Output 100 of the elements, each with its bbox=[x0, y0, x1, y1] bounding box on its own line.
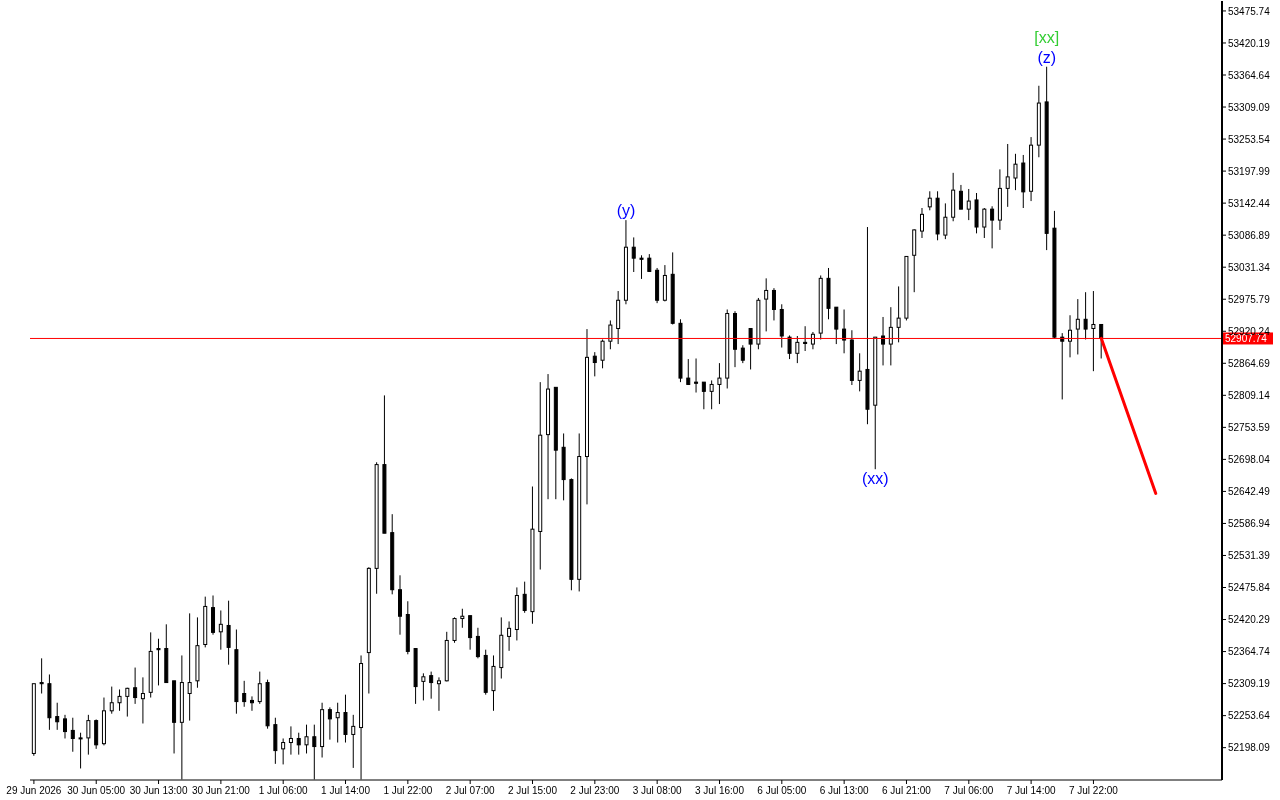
candlestick bbox=[452, 616, 457, 644]
y-tick-label: 52253.64 bbox=[1228, 710, 1271, 722]
candlestick bbox=[468, 615, 473, 651]
candlestick bbox=[86, 714, 91, 756]
y-tick-label: 53031.34 bbox=[1228, 261, 1271, 273]
x-tick-label: 29 Jun 2026 bbox=[6, 785, 62, 796]
candlestick bbox=[475, 627, 480, 659]
candlestick bbox=[803, 325, 808, 352]
y-tick-label: 53364.64 bbox=[1228, 69, 1271, 81]
x-tick-label: 7 Jul 22:00 bbox=[1068, 785, 1119, 796]
candlestick bbox=[608, 319, 613, 350]
candlestick bbox=[421, 672, 426, 701]
candlestick bbox=[717, 362, 722, 405]
x-tick-label: 7 Jul 14:00 bbox=[1006, 785, 1057, 796]
candlestick bbox=[327, 706, 332, 741]
y-tick-label: 53253.54 bbox=[1228, 133, 1271, 145]
candlestick bbox=[1013, 153, 1018, 191]
y-tick-label: 52975.79 bbox=[1228, 293, 1271, 305]
candlestick bbox=[507, 620, 512, 652]
candlestick bbox=[78, 732, 83, 769]
candlestick bbox=[218, 609, 223, 651]
y-tick-label: 52809.14 bbox=[1228, 389, 1271, 401]
candlestick bbox=[156, 638, 161, 686]
y-tick-label: 52864.69 bbox=[1228, 357, 1271, 369]
candlestick bbox=[429, 671, 434, 700]
candlestick bbox=[919, 207, 924, 239]
x-tick-label: 3 Jul 08:00 bbox=[632, 785, 683, 796]
annotation: [xx] bbox=[1034, 28, 1060, 46]
x-tick-label: 3 Jul 16:00 bbox=[695, 785, 745, 796]
candlestick bbox=[335, 702, 340, 744]
y-tick-label: 53309.09 bbox=[1228, 101, 1271, 113]
candlestick bbox=[966, 188, 971, 221]
y-tick-label: 52364.74 bbox=[1228, 646, 1271, 658]
x-tick-label: 30 Jun 21:00 bbox=[191, 785, 251, 796]
y-tick-label: 53197.99 bbox=[1228, 165, 1271, 177]
candlestick bbox=[351, 714, 356, 769]
candlestick bbox=[140, 676, 145, 724]
x-tick-label: 6 Jul 21:00 bbox=[882, 785, 932, 796]
x-tick-label: 7 Jul 06:00 bbox=[944, 785, 994, 796]
candlestick bbox=[436, 676, 441, 712]
x-tick-label: 2 Jul 15:00 bbox=[508, 785, 558, 796]
y-tick-label: 52420.29 bbox=[1228, 614, 1271, 626]
candlestick bbox=[249, 695, 254, 712]
x-tick-label: 1 Jul 06:00 bbox=[258, 785, 309, 796]
x-tick-label: 6 Jul 05:00 bbox=[757, 785, 807, 796]
candlestick bbox=[304, 724, 309, 754]
candlestick bbox=[1068, 314, 1073, 358]
x-tick-label: 30 Jun 05:00 bbox=[67, 785, 126, 796]
candlestick bbox=[226, 600, 231, 666]
candlestick bbox=[600, 338, 605, 369]
y-tick-label: 53086.89 bbox=[1228, 229, 1271, 241]
candlestick bbox=[343, 694, 348, 744]
annotation: (z) bbox=[1037, 48, 1057, 66]
candlestick bbox=[881, 316, 886, 366]
candlestick bbox=[460, 608, 465, 629]
candlestick bbox=[834, 306, 839, 345]
candlestick bbox=[787, 334, 792, 360]
candlestick bbox=[39, 657, 44, 695]
y-tick-label: 52475.84 bbox=[1228, 582, 1271, 594]
y-tick-label: 52698.04 bbox=[1228, 453, 1271, 465]
candlestick bbox=[296, 732, 301, 756]
candlestick bbox=[842, 308, 847, 354]
candlestick bbox=[187, 612, 192, 722]
candlestick bbox=[709, 379, 714, 410]
candlestick bbox=[288, 725, 293, 756]
y-tick-label: 53475.74 bbox=[1228, 5, 1271, 17]
candlestick bbox=[281, 737, 286, 765]
candlestick bbox=[242, 680, 247, 708]
candlestick bbox=[748, 328, 753, 370]
candlestick bbox=[686, 358, 691, 386]
y-tick-label: 52753.59 bbox=[1228, 421, 1271, 433]
x-tick-label: 6 Jul 13:00 bbox=[819, 785, 870, 796]
candlestick bbox=[857, 352, 862, 392]
candlestick bbox=[1075, 298, 1080, 355]
candlestick bbox=[896, 285, 901, 343]
candlestick bbox=[701, 381, 706, 410]
candlestick bbox=[888, 306, 893, 366]
y-tick-label: 52531.39 bbox=[1228, 550, 1271, 562]
candlestick bbox=[109, 686, 114, 715]
candlestick bbox=[795, 335, 800, 364]
annotation: (y) bbox=[616, 202, 636, 220]
candlestick bbox=[55, 702, 60, 731]
candlestick bbox=[63, 714, 67, 739]
x-tick-label: 2 Jul 07:00 bbox=[445, 785, 496, 796]
candlestick bbox=[927, 190, 932, 211]
candlestick bbox=[958, 184, 963, 210]
x-tick-label: 1 Jul 14:00 bbox=[321, 785, 371, 796]
candlestick bbox=[125, 687, 130, 718]
y-tick-label: 52198.09 bbox=[1228, 742, 1271, 754]
candlestick bbox=[70, 717, 75, 753]
candlestick bbox=[982, 207, 987, 239]
candlestick bbox=[1005, 143, 1010, 208]
x-tick-label: 30 Jun 13:00 bbox=[129, 785, 188, 796]
candlestick bbox=[943, 202, 948, 240]
candlestick bbox=[771, 287, 776, 321]
x-tick-label: 1 Jul 22:00 bbox=[383, 785, 433, 796]
annotation: (xx) bbox=[861, 470, 889, 488]
candlestick bbox=[257, 671, 262, 705]
candlestick bbox=[1083, 291, 1088, 340]
candlestick bbox=[1091, 290, 1096, 372]
